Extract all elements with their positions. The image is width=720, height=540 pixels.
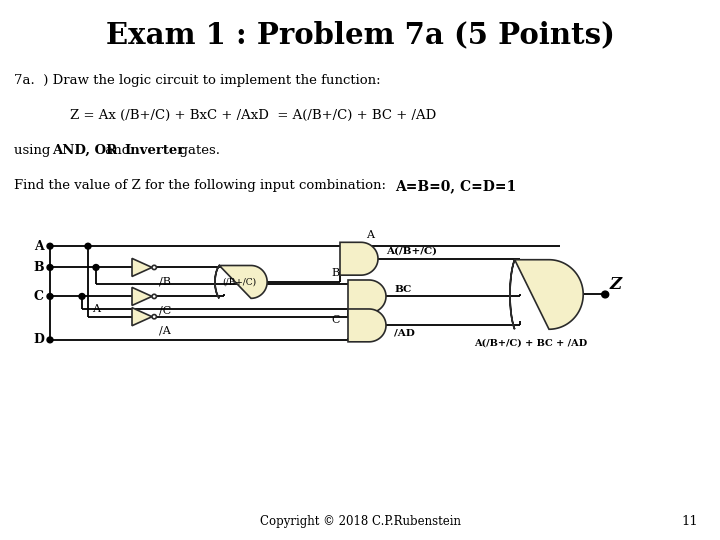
Polygon shape (348, 309, 386, 342)
Circle shape (47, 294, 53, 299)
Text: 7a.  ) Draw the logic circuit to implement the function:: 7a. ) Draw the logic circuit to implemen… (14, 74, 381, 87)
Text: C: C (331, 315, 340, 325)
Polygon shape (132, 287, 152, 306)
Text: A: A (366, 231, 374, 240)
Text: A: A (92, 304, 100, 314)
Text: using: using (14, 144, 55, 157)
Text: A(/B+/C): A(/B+/C) (386, 247, 437, 256)
Text: gates.: gates. (171, 144, 220, 157)
Circle shape (47, 244, 53, 249)
Text: Exam 1 : Problem 7a (5 Points): Exam 1 : Problem 7a (5 Points) (106, 21, 614, 50)
Text: /B: /B (159, 276, 171, 286)
Text: 11: 11 (682, 515, 698, 528)
Polygon shape (215, 266, 267, 298)
Circle shape (79, 294, 85, 299)
Circle shape (47, 265, 53, 271)
Text: BC: BC (394, 285, 411, 294)
Text: AND, OR: AND, OR (52, 144, 117, 157)
Circle shape (47, 337, 53, 343)
Text: (/B+/C): (/B+/C) (222, 278, 256, 286)
Polygon shape (348, 280, 386, 313)
Text: /C: /C (159, 305, 171, 315)
Text: and: and (101, 144, 135, 157)
Circle shape (93, 265, 99, 271)
Text: A: A (35, 240, 44, 253)
Text: Find the value of Z for the following input combination:: Find the value of Z for the following in… (14, 179, 395, 192)
Circle shape (152, 265, 156, 269)
Text: B: B (33, 261, 44, 274)
Text: Copyright © 2018 C.P.Rubenstein: Copyright © 2018 C.P.Rubenstein (259, 515, 461, 528)
Text: /AD: /AD (394, 328, 415, 338)
Text: /A: /A (159, 326, 171, 335)
Circle shape (85, 244, 91, 249)
Text: A=B=0, C=D=1: A=B=0, C=D=1 (395, 179, 516, 193)
Circle shape (152, 315, 156, 319)
Circle shape (602, 291, 608, 298)
Polygon shape (132, 259, 152, 276)
Polygon shape (340, 242, 378, 275)
Circle shape (152, 294, 156, 299)
Text: C: C (34, 290, 44, 303)
Text: Z: Z (609, 275, 621, 293)
Text: B: B (332, 268, 340, 278)
Polygon shape (510, 260, 583, 329)
Text: A(/B+/C) + BC + /AD: A(/B+/C) + BC + /AD (474, 339, 588, 348)
Text: D: D (33, 333, 44, 346)
Text: Z = Ax (/B+/C) + BxC + /AxD  = A(/B+/C) + BC + /AD: Z = Ax (/B+/C) + BxC + /AxD = A(/B+/C) +… (71, 109, 436, 122)
Polygon shape (132, 308, 152, 326)
Text: Inverter: Inverter (124, 144, 184, 157)
